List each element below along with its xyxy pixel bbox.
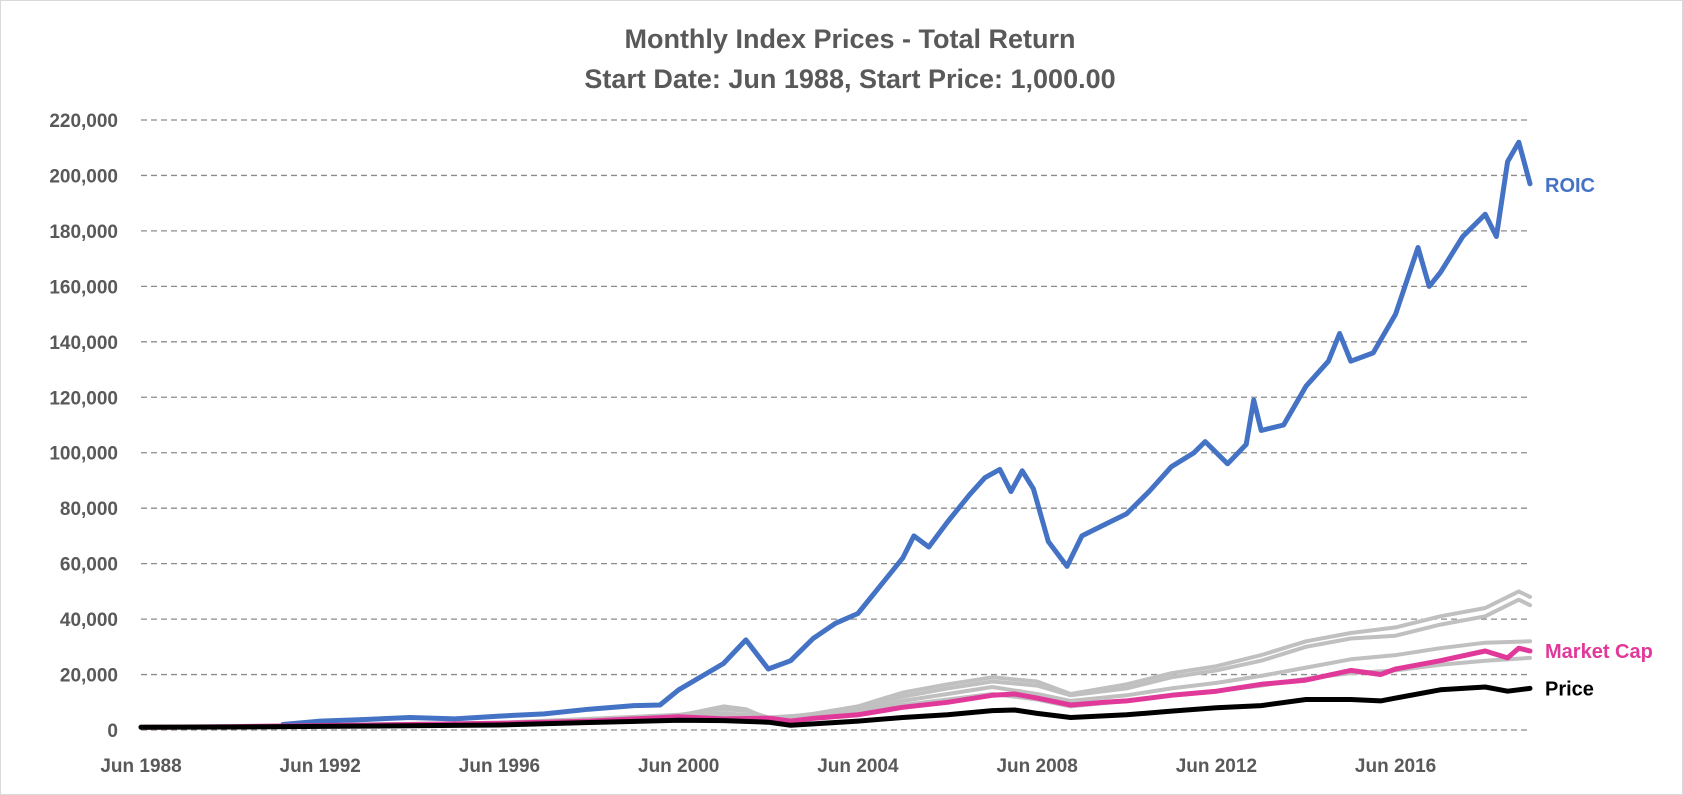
x-tick-label: Jun 1988 [100, 756, 181, 777]
comparison-index-line [139, 589, 1532, 730]
y-tick-label: 180,000 [49, 222, 118, 243]
roic-line [280, 139, 1533, 727]
x-tick-label: Jun 2016 [1355, 756, 1436, 777]
comparison-index-line [139, 597, 1532, 730]
x-tick-label: Jun 2004 [817, 756, 899, 777]
y-tick-label: 160,000 [49, 277, 118, 298]
price-line [138, 684, 1533, 730]
roic-label: ROIC [1545, 175, 1595, 197]
market-cap-label: Market Cap [1545, 641, 1653, 663]
y-tick-label: 120,000 [49, 388, 118, 409]
x-tick-label: Jun 2008 [996, 756, 1077, 777]
y-tick-label: 20,000 [60, 666, 118, 687]
market-cap-line [138, 645, 1533, 730]
comparison-index-line [139, 639, 1532, 730]
y-tick-label: 200,000 [49, 166, 118, 187]
chart-subtitle: Start Date: Jun 1988, Start Price: 1,000… [584, 64, 1115, 94]
price-label: Price [1545, 678, 1594, 700]
x-tick-label: Jun 1996 [459, 756, 540, 777]
y-tick-label: 80,000 [60, 499, 118, 520]
x-tick-label: Jun 2012 [1176, 756, 1257, 777]
y-tick-label: 40,000 [60, 610, 118, 631]
x-axis: Jun 1988 Jun 1992 Jun 1996 Jun 2000 Jun 2004… [100, 756, 1436, 777]
y-tick-label: 0 [107, 721, 118, 742]
y-tick-label: 100,000 [49, 444, 118, 465]
y-tick-label: 220,000 [49, 111, 118, 132]
x-tick-label: Jun 2000 [638, 756, 719, 777]
series-lines [138, 139, 1533, 730]
series-labels: ROIC Market Cap Price [1545, 175, 1653, 701]
y-tick-label: 60,000 [60, 555, 118, 576]
y-axis: 0 20,000 40,000 60,000 80,000 100,000 120,000 1… [49, 111, 118, 742]
gridlines [141, 119, 1530, 731]
x-tick-label: Jun 1992 [280, 756, 361, 777]
chart-title: Monthly Index Prices - Total Return [624, 24, 1075, 54]
y-tick-label: 140,000 [49, 333, 118, 354]
